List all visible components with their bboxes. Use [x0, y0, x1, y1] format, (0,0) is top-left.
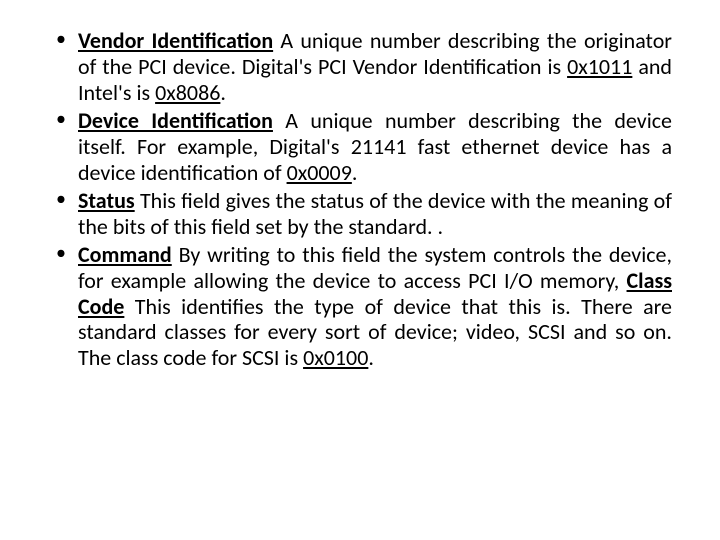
underline-value: 0x1011	[567, 53, 632, 80]
list-item: Vendor Identification A unique number de…	[48, 28, 672, 106]
term-vendor-identification: Vendor Identification	[78, 27, 273, 54]
term-device-identification: Device Identification	[78, 107, 273, 134]
underline-value: 0x0009	[287, 159, 352, 186]
term-command: Command	[78, 241, 172, 268]
body-text: .	[220, 79, 226, 106]
underline-value: 0x0100	[303, 344, 368, 371]
term-status: Status	[78, 187, 135, 214]
body-text: This field gives the status of the devic…	[78, 187, 672, 240]
list-item: Device Identification A unique number de…	[48, 108, 672, 186]
list-item: Command By writing to this field the sys…	[48, 242, 672, 372]
list-item: Status This field gives the status of th…	[48, 188, 672, 240]
body-text: This identifies the type of device that …	[78, 293, 672, 372]
underline-value: 0x8086	[155, 79, 220, 106]
slide: Vendor Identification A unique number de…	[0, 0, 720, 540]
bullet-list: Vendor Identification A unique number de…	[48, 28, 672, 371]
body-text: .	[368, 344, 374, 371]
body-text: .	[352, 159, 358, 186]
